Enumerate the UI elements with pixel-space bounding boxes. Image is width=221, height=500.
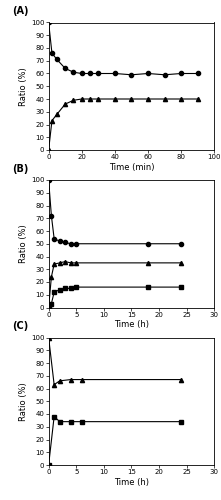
Text: (C): (C) (12, 321, 29, 331)
Text: (B): (B) (12, 164, 29, 173)
X-axis label: Time (h): Time (h) (114, 478, 149, 487)
Y-axis label: Ratio (%): Ratio (%) (19, 224, 28, 263)
Y-axis label: Ratio (%): Ratio (%) (19, 67, 28, 106)
X-axis label: Time (h): Time (h) (114, 320, 149, 330)
X-axis label: Time (min): Time (min) (109, 163, 154, 172)
Text: (A): (A) (12, 6, 29, 16)
Y-axis label: Ratio (%): Ratio (%) (19, 382, 28, 420)
